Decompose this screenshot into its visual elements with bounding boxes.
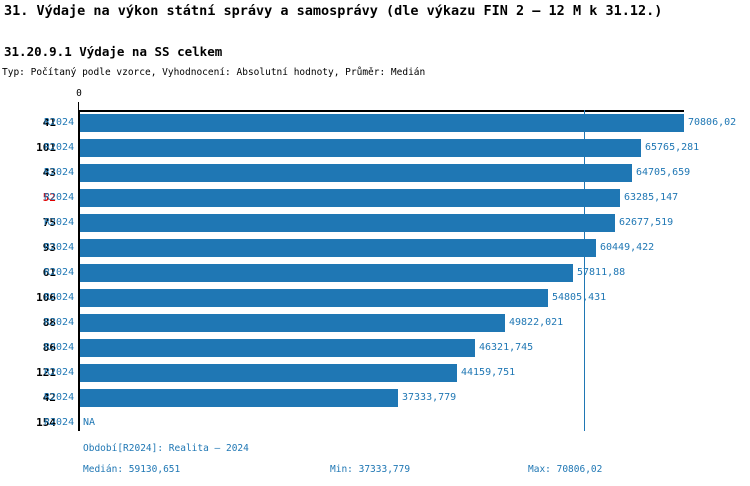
bar-value-label: 37333,779 — [402, 392, 457, 403]
table-row[interactable]: 154 R2024 NA — [0, 412, 750, 437]
stat-max: Max: 70806,02 — [528, 464, 603, 475]
bar[interactable] — [80, 164, 632, 182]
row-series-label: R2024 — [44, 342, 75, 353]
row-rank: 61 — [42, 266, 56, 279]
bar[interactable] — [80, 139, 641, 157]
stat-median: Medián: 59130,651 — [83, 464, 181, 475]
row-rank: 88 — [42, 316, 56, 329]
axis-tick-zero-mark — [78, 102, 79, 110]
bar[interactable] — [80, 239, 596, 257]
row-series-label: R2024 — [44, 192, 75, 203]
table-row[interactable]: 43 R2024 64705,659 — [0, 162, 750, 187]
row-series-label: R2024 — [44, 392, 75, 403]
bar-value-label: 44159,751 — [461, 367, 516, 378]
bar-value-label: 60449,422 — [600, 242, 655, 253]
bar[interactable] — [80, 364, 457, 382]
legend-period: Období[R2024]: Realita – 2024 — [83, 443, 249, 454]
table-row[interactable]: 52 R2024 63285,147 — [0, 187, 750, 212]
row-rank: 52 — [42, 191, 56, 204]
row-series-label: R2024 — [44, 367, 75, 378]
bar[interactable] — [80, 289, 548, 307]
table-row[interactable]: 106 R2024 54805,431 — [0, 287, 750, 312]
bar[interactable] — [80, 339, 475, 357]
bar-value-label: 70806,02 — [688, 117, 737, 128]
row-series-label: R2024 — [44, 242, 75, 253]
bar-value-label: 65765,281 — [645, 142, 700, 153]
row-rank: 154 — [36, 416, 56, 429]
bar-value-label: 54805,431 — [552, 292, 607, 303]
bar-value-label: 57811,88 — [577, 267, 626, 278]
bar[interactable] — [80, 314, 505, 332]
bar[interactable] — [80, 264, 573, 282]
stat-min: Min: 37333,779 — [330, 464, 411, 475]
table-row[interactable]: 41 R2024 70806,02 — [0, 112, 750, 137]
row-series-label: R2024 — [44, 267, 75, 278]
row-rank: 42 — [42, 391, 56, 404]
row-series-label: R2024 — [44, 117, 75, 128]
row-series-label: R2024 — [44, 417, 75, 428]
row-rank: 121 — [36, 366, 56, 379]
row-series-label: R2024 — [44, 217, 75, 228]
row-rank: 75 — [42, 216, 56, 229]
table-row[interactable]: 42 R2024 37333,779 — [0, 387, 750, 412]
table-row[interactable]: 88 R2024 49822,021 — [0, 312, 750, 337]
table-row[interactable]: 121 R2024 44159,751 — [0, 362, 750, 387]
bar[interactable] — [80, 189, 620, 207]
row-series-label: R2024 — [44, 167, 75, 178]
bar[interactable] — [80, 214, 615, 232]
axis-vertical-zero — [78, 110, 80, 431]
table-row[interactable]: 75 R2024 62677,519 — [0, 212, 750, 237]
row-series-label: R2024 — [44, 317, 75, 328]
row-rank: 106 — [36, 291, 56, 304]
table-row[interactable]: 101 R2024 65765,281 — [0, 137, 750, 162]
chart-subtitle: 31.20.9.1 Výdaje na SS celkem — [4, 44, 223, 59]
row-rank: 43 — [42, 166, 56, 179]
row-rank: 93 — [42, 241, 56, 254]
bar-value-label: 64705,659 — [636, 167, 691, 178]
bar-value-label: 46321,745 — [479, 342, 534, 353]
axis-top-rule — [78, 110, 684, 112]
bar-value-label: 62677,519 — [619, 217, 674, 228]
bar-value-label: 63285,147 — [624, 192, 679, 203]
table-row[interactable]: 86 R2024 46321,745 — [0, 337, 750, 362]
row-series-label: R2024 — [44, 142, 75, 153]
bar[interactable] — [80, 114, 684, 132]
row-value-na: NA — [83, 417, 96, 428]
row-series-label: R2024 — [44, 292, 75, 303]
row-rank: 41 — [42, 116, 56, 129]
median-reference-line — [584, 110, 585, 431]
bar-value-label: 49822,021 — [509, 317, 564, 328]
row-rank: 101 — [36, 141, 56, 154]
axis-tick-zero-label: 0 — [76, 88, 82, 99]
page-title: 31. Výdaje na výkon státní správy a samo… — [4, 3, 663, 19]
row-rank: 86 — [42, 341, 56, 354]
bar[interactable] — [80, 389, 398, 407]
table-row[interactable]: 93 R2024 60449,422 — [0, 237, 750, 262]
table-row[interactable]: 61 R2024 57811,88 — [0, 262, 750, 287]
chart-type-line: Typ: Počítaný podle vzorce, Vyhodnocení:… — [2, 67, 426, 78]
